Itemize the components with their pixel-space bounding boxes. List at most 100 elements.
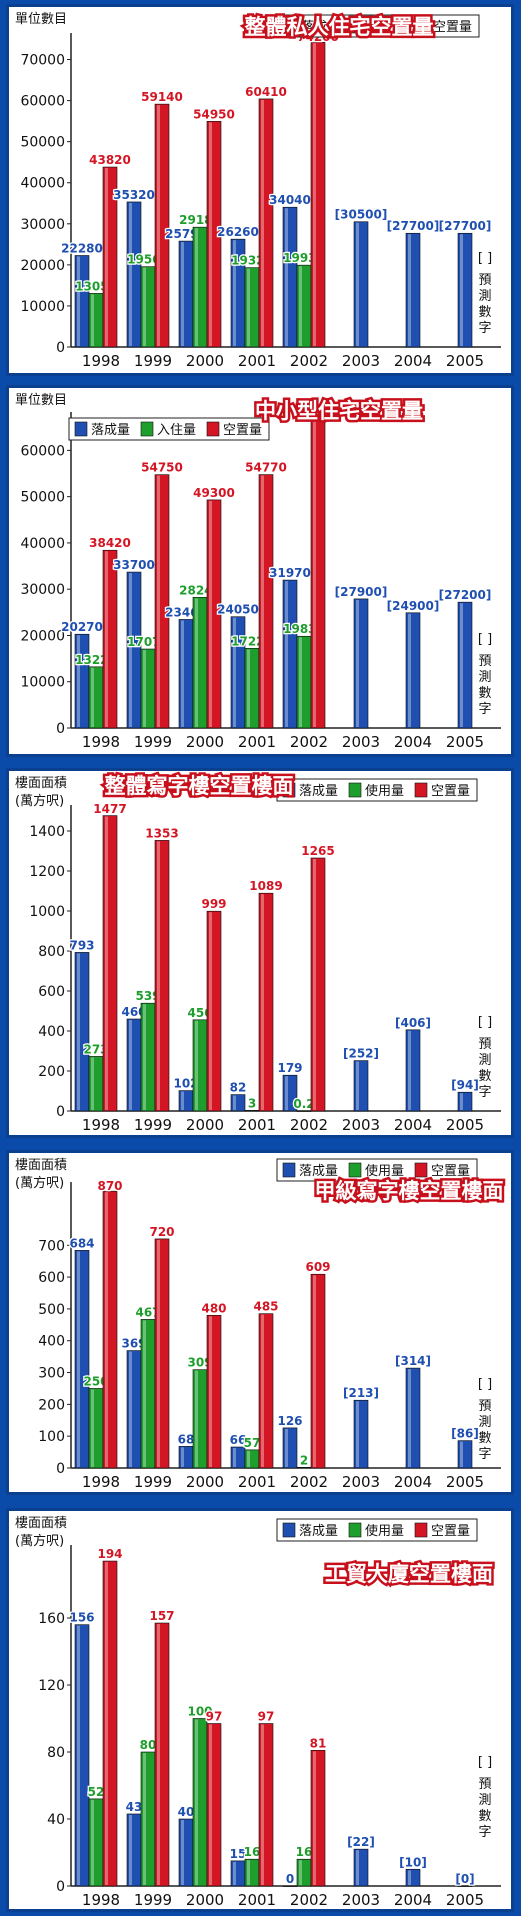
- bar-highlight: [77, 635, 80, 727]
- data-label: 60410: [245, 85, 287, 99]
- chart-panel-total-office: 樓面面積 (萬方呎) 0 200 400 600 800 1000 1200 1400 793 273…: [6, 768, 514, 1138]
- bar-highlight: [261, 475, 264, 727]
- data-label: [94]: [451, 1078, 479, 1092]
- legend-label-occupied: 使用量: [365, 783, 404, 799]
- bar-highlight: [408, 1870, 411, 1885]
- y-tick-label: 300: [38, 1366, 65, 1382]
- forecast-note-bracket: [ ]: [478, 251, 492, 266]
- bar-highlight: [77, 953, 80, 1110]
- data-label: 35320: [113, 188, 155, 202]
- data-label: 100: [187, 1705, 212, 1719]
- bar-highlight: [181, 1091, 184, 1110]
- x-tick-label: 2001: [238, 1473, 276, 1491]
- x-tick-label: 2001: [238, 352, 276, 370]
- x-tick-label: 1998: [82, 733, 120, 751]
- forecast-note-char: 數: [478, 1431, 491, 1446]
- bar-highlight: [233, 1095, 236, 1110]
- bar-highlight: [195, 1719, 198, 1885]
- data-label: 26260: [217, 225, 259, 239]
- y-tick-label: 800: [38, 944, 65, 960]
- bar-highlight: [285, 208, 288, 346]
- data-label: [30500]: [335, 208, 388, 222]
- bar-highlight: [233, 617, 236, 727]
- forecast-note-char: 預: [478, 1777, 491, 1792]
- bar-highlight: [313, 1751, 316, 1885]
- bar-highlight: [313, 43, 316, 346]
- bar-vacant: [310, 419, 326, 729]
- legend-swatch-completed: [284, 18, 298, 34]
- y-tick-label: 0: [56, 1879, 65, 1895]
- data-label: 0: [286, 1872, 294, 1886]
- legend-label-occupied: 使用量: [365, 1163, 404, 1179]
- bar-highlight: [356, 1061, 359, 1110]
- chart-title: 整體私人住宅空置量: [245, 15, 434, 39]
- forecast-note-bracket: [ ]: [478, 1015, 492, 1030]
- bar-highlight: [285, 581, 288, 727]
- bar-completed: [74, 1250, 90, 1469]
- bar-highlight: [157, 105, 160, 346]
- bar-completed: [353, 1399, 369, 1469]
- x-tick-label: 1999: [134, 352, 172, 370]
- y-tick-label: 400: [38, 1024, 65, 1040]
- forecast-note-char: 預: [478, 1399, 491, 1414]
- x-tick-label: 2005: [446, 352, 484, 370]
- y-axis-label: 單位數目: [15, 12, 67, 27]
- bar-vacant: [102, 1560, 118, 1887]
- forecast-note-char: 預: [478, 654, 491, 669]
- bar-highlight: [181, 620, 184, 727]
- bar-highlight: [195, 228, 198, 346]
- x-tick-label: 2000: [186, 352, 224, 370]
- data-label: 15: [230, 1847, 247, 1861]
- bar-highlight: [105, 1562, 108, 1885]
- x-tick-label: 2003: [342, 1473, 380, 1491]
- forecast-note-char: 預: [478, 273, 491, 288]
- x-tick-label: 2005: [446, 733, 484, 751]
- bar-occupied: [296, 1110, 312, 1112]
- data-label: 480: [201, 1301, 226, 1315]
- data-label: 82: [230, 1081, 247, 1095]
- data-label: 1265: [301, 844, 334, 858]
- data-label: 2: [300, 1453, 308, 1467]
- bar-occupied: [296, 1467, 312, 1469]
- chart-panel-industrial-office: 樓面面積 (萬方呎) 0 40 80 120 160 156 52 194 1998 43 80 157 1…: [6, 1508, 514, 1912]
- y-tick-label: 1200: [29, 864, 65, 880]
- bar-highlight: [261, 894, 264, 1110]
- bar-completed: [405, 1868, 421, 1887]
- bar-highlight: [313, 1275, 316, 1467]
- bar-highlight: [299, 1860, 302, 1885]
- legend-label-vacant: 空置量: [431, 784, 470, 799]
- bar-highlight: [157, 841, 160, 1110]
- data-label: [252]: [343, 1047, 379, 1061]
- y-tick-label: 10000: [20, 675, 65, 691]
- legend-swatch-occupied: [348, 1522, 362, 1538]
- data-label: 54950: [193, 107, 235, 121]
- data-label: 793: [69, 938, 94, 952]
- bar-vacant: [154, 1238, 170, 1469]
- bar-completed: [405, 612, 421, 729]
- bar-completed: [282, 1885, 298, 1887]
- y-tick-label: 40000: [20, 536, 65, 552]
- data-label: 31970: [269, 566, 311, 580]
- y-axis-label: 樓面面積: [15, 776, 67, 791]
- bar-vacant: [310, 41, 326, 348]
- bar-highlight: [105, 168, 108, 346]
- bar-completed: [353, 221, 369, 348]
- x-tick-label: 1998: [82, 352, 120, 370]
- bar-highlight: [143, 1004, 146, 1110]
- forecast-note-char: 字: [478, 1447, 491, 1462]
- y-tick-label: 40000: [20, 176, 65, 192]
- bar-highlight: [247, 1450, 250, 1467]
- bar-highlight: [91, 667, 94, 727]
- data-label: 43: [126, 1800, 143, 1814]
- bar-completed: [353, 1060, 369, 1112]
- data-label: 1089: [249, 879, 282, 893]
- bar-highlight: [408, 1030, 411, 1110]
- y-tick-label: 30000: [20, 217, 65, 233]
- y-tick-label: 1000: [29, 904, 65, 920]
- y-tick-label: 30000: [20, 582, 65, 598]
- bar-vacant: [206, 121, 222, 348]
- legend-swatch-completed: [282, 782, 296, 798]
- data-label: 66: [230, 1433, 247, 1447]
- bar-highlight: [91, 1389, 94, 1467]
- bar-completed: [457, 232, 473, 348]
